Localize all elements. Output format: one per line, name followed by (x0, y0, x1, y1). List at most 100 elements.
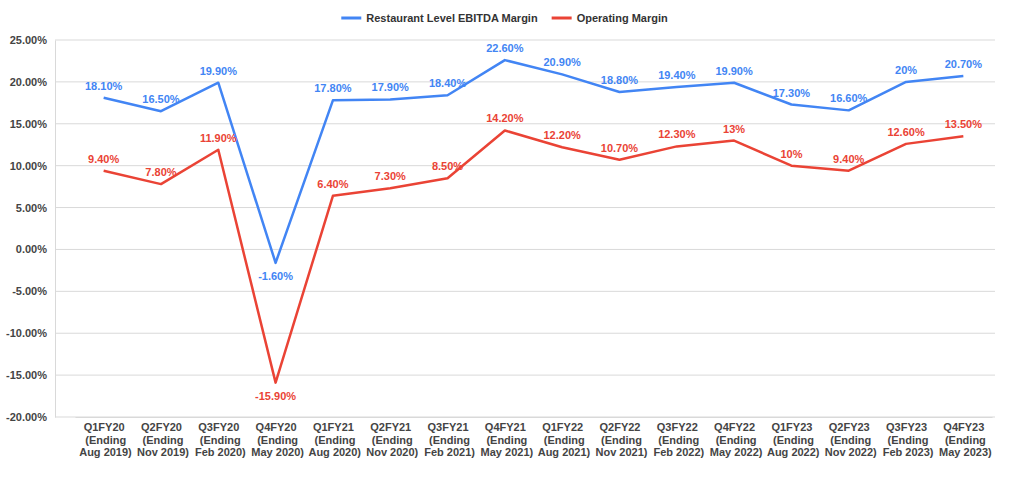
data-label: 22.60% (486, 42, 524, 54)
x-tick-label-line: Q1FY21 (313, 421, 354, 433)
x-tick-label-line: Feb 2021) (421, 446, 475, 458)
x-tick-label-line: Q3FY22 (657, 421, 698, 433)
grid-line (55, 40, 995, 41)
x-tick: Q1FY21 (Ending Aug 2020) (306, 417, 362, 458)
x-tick: Q1FY23 (Ending Aug 2022) (764, 417, 820, 458)
y-tick: 20.00% (10, 76, 55, 88)
x-tick-label-line: (Ending (942, 434, 986, 446)
data-label: 13.50% (945, 118, 983, 130)
x-tick-label-line: Q4FY20 (256, 421, 297, 433)
y-axis: -20.00%-15.00%-10.00%-5.00%0.00%5.00%10.… (6, 34, 55, 423)
x-tick: Q3FY21 (Ending Feb 2021) (421, 417, 475, 458)
x-tick-label-line: (Ending (598, 434, 642, 446)
x-tick-label-line: Nov 2022) (822, 446, 877, 458)
chart: -20.00%-15.00%-10.00%-5.00%0.00%5.00%10.… (0, 0, 1009, 477)
x-tick-label-line: Feb 2023) (880, 446, 934, 458)
x-tick-label-line: (Ending (885, 434, 929, 446)
grid-line (55, 417, 995, 418)
x-tick-label-line: (Ending (541, 434, 585, 446)
data-label: 12.20% (544, 129, 582, 141)
plot-lines (104, 60, 964, 383)
data-label: -1.60% (258, 270, 293, 282)
data-label: 19.90% (200, 65, 238, 77)
x-tick: Q4FY20 (Ending May 2020) (248, 417, 304, 458)
x-tick: Q1FY20 (Ending Aug 2019) (77, 417, 133, 458)
data-label: 17.90% (372, 81, 410, 93)
x-tick-label-line: (Ending (82, 434, 126, 446)
data-label: 19.90% (715, 65, 753, 77)
x-tick-label-line: Q4FY23 (943, 421, 984, 433)
data-label: 10% (780, 148, 802, 160)
y-tick-label: 20.00% (10, 76, 48, 88)
legend-swatch (341, 17, 361, 20)
data-label: 20% (895, 64, 917, 76)
y-axis-line (55, 41, 56, 418)
x-tick-label-line: Nov 2019) (134, 446, 189, 458)
x-tick-label: Q4FY21 (Ending May 2021) (478, 421, 534, 458)
x-tick-label-line: (Ending (311, 434, 355, 446)
series-line (104, 60, 964, 263)
x-tick-label-line: May 2020) (248, 446, 304, 458)
grid-line (55, 123, 995, 124)
y-tick-label: 25.00% (10, 34, 48, 46)
x-tick-label: Q1FY22 (Ending Aug 2021) (535, 421, 591, 458)
data-label: 16.50% (142, 93, 180, 105)
grid (55, 40, 995, 417)
y-tick: 25.00% (10, 34, 55, 46)
x-tick-label-line: Aug 2022) (764, 446, 820, 458)
x-tick-label: Q2FY23 (Ending Nov 2022) (822, 421, 877, 458)
x-tick-label-line: (Ending (770, 434, 814, 446)
x-tick: Q3FY22 (Ending Feb 2022) (650, 417, 704, 458)
x-tick-label: Q4FY22 (Ending May 2022) (707, 421, 763, 458)
x-tick-label-line: Q2FY22 (599, 421, 640, 433)
y-tick: 5.00% (16, 202, 55, 214)
x-tick-label-line: Q2FY23 (829, 421, 870, 433)
y-tick: -10.00% (6, 327, 55, 339)
y-tick-label: 0.00% (16, 243, 47, 255)
y-tick: 10.00% (10, 160, 55, 172)
x-tick-label: Q2FY20 (Ending Nov 2019) (134, 421, 189, 458)
grid-line (55, 291, 995, 292)
x-tick-label-line: Feb 2020) (192, 446, 246, 458)
x-tick-label: Q4FY20 (Ending May 2020) (248, 421, 304, 458)
x-tick-label: Q1FY20 (Ending Aug 2019) (77, 421, 133, 458)
x-tick: Q2FY21 (Ending Nov 2020) (363, 417, 418, 458)
data-label: 18.80% (601, 74, 639, 86)
data-labels: 18.10%16.50%19.90%-1.60%17.80%17.90%18.4… (85, 42, 982, 402)
data-label: 12.30% (658, 128, 696, 140)
x-tick-label-line: Nov 2021) (592, 446, 647, 458)
x-tick: Q4FY23 (Ending May 2023) (936, 417, 992, 458)
x-tick-label: Q1FY21 (Ending Aug 2020) (306, 421, 362, 458)
grid-line (55, 81, 995, 82)
data-label: 7.30% (375, 170, 406, 182)
x-tick-label-line: Aug 2020) (306, 446, 362, 458)
x-tick-label-line: (Ending (713, 434, 757, 446)
x-tick-label-line: Q4FY22 (714, 421, 755, 433)
y-tick: -20.00% (6, 411, 55, 423)
y-tick-label: -15.00% (6, 369, 47, 381)
x-tick-label-line: Aug 2021) (535, 446, 591, 458)
x-tick: Q4FY22 (Ending May 2022) (707, 417, 763, 458)
legend-item: Operating Margin (552, 12, 668, 24)
x-tick-label: Q4FY23 (Ending May 2023) (936, 421, 992, 458)
grid-line (55, 165, 995, 166)
x-tick-label: Q2FY21 (Ending Nov 2020) (363, 421, 418, 458)
x-tick-label-line: (Ending (426, 434, 470, 446)
x-tick-label-line: Q1FY22 (542, 421, 583, 433)
x-tick-label: Q3FY21 (Ending Feb 2021) (421, 421, 475, 458)
data-label: -15.90% (255, 390, 296, 402)
data-label: 18.40% (429, 77, 467, 89)
data-label: 9.40% (833, 153, 864, 165)
x-tick-label: Q3FY20 (Ending Feb 2020) (192, 421, 246, 458)
y-tick-label: 15.00% (10, 118, 48, 130)
x-tick-label-line: Q4FY21 (485, 421, 526, 433)
data-label: 12.60% (887, 126, 925, 138)
y-tick: 15.00% (10, 118, 55, 130)
x-tick-label-line: May 2021) (478, 446, 534, 458)
data-label: 14.20% (486, 112, 524, 124)
data-label: 6.40% (317, 178, 348, 190)
x-axis: Q1FY20 (Ending Aug 2019)Q2FY20 (Ending N… (76, 417, 993, 458)
x-tick-label-line: Q2FY21 (370, 421, 411, 433)
x-tick-label-line: (Ending (827, 434, 871, 446)
data-label: 19.40% (658, 69, 696, 81)
